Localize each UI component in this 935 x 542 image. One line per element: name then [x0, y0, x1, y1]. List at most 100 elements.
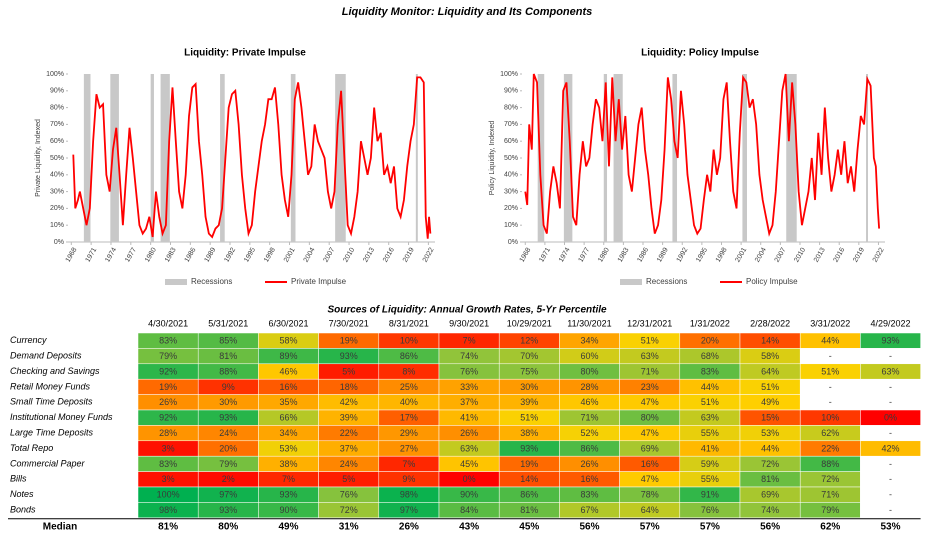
- cell-value: 14%: [761, 336, 779, 346]
- chart-title: Liquidity: Policy Impulse: [641, 48, 759, 59]
- line-series: [524, 73, 881, 237]
- cell-value: 40%: [400, 397, 418, 407]
- legend-swatch: [165, 279, 187, 285]
- recession-band: [160, 74, 170, 242]
- x-tick-label: 1980: [144, 247, 158, 264]
- cell-value: 18%: [340, 382, 358, 392]
- cell-value: -: [829, 397, 832, 407]
- y-tick-label: 100%: [500, 71, 518, 78]
- cell-value: 28%: [159, 428, 177, 438]
- cell-value: 53%: [279, 443, 297, 453]
- cell-value: 2%: [222, 474, 235, 484]
- cell-value: 71%: [580, 413, 598, 423]
- cell-value: -: [889, 382, 892, 392]
- legend-swatch: [620, 279, 642, 285]
- x-tick-label: 2013: [813, 247, 827, 264]
- median-value: 49%: [278, 521, 298, 532]
- cell-value: 55%: [701, 474, 719, 484]
- cell-value: -: [889, 351, 892, 361]
- cell-value: 30%: [219, 397, 237, 407]
- y-tick-label: 90%: [50, 88, 64, 95]
- line-series: [72, 76, 432, 239]
- recession-band: [786, 74, 797, 242]
- cell-value: 89%: [279, 351, 297, 361]
- legend-label: Policy Impulse: [746, 277, 798, 286]
- y-tick-label: 0%: [54, 239, 64, 246]
- x-tick-label: 1971: [538, 247, 552, 264]
- cell-value: 78%: [641, 490, 659, 500]
- legend-label: Recessions: [191, 277, 232, 286]
- cell-value: 88%: [821, 459, 839, 469]
- cell-value: 93%: [520, 443, 538, 453]
- row-label: Bonds: [10, 504, 36, 514]
- x-tick-label: 1977: [578, 247, 592, 264]
- cell-value: 80%: [580, 366, 598, 376]
- column-header: 6/30/2021: [268, 318, 308, 328]
- cell-value: 47%: [641, 397, 659, 407]
- column-header: 1/31/2022: [690, 318, 730, 328]
- cell-value: -: [889, 474, 892, 484]
- x-tick-label: 1998: [263, 247, 277, 264]
- cell-value: -: [889, 505, 892, 515]
- recession-band: [150, 74, 154, 242]
- column-header: 8/31/2021: [389, 318, 429, 328]
- x-tick-label: 1986: [184, 247, 198, 264]
- row-label: Currency: [10, 335, 47, 345]
- x-tick-label: 2010: [793, 247, 807, 264]
- cell-value: 5%: [342, 366, 355, 376]
- cell-value: 75%: [520, 366, 538, 376]
- row-label: Institutional Money Funds: [10, 412, 113, 422]
- legend-label: Private Impulse: [291, 277, 347, 286]
- x-tick-label: 2022: [872, 247, 886, 264]
- cell-value: 92%: [159, 366, 177, 376]
- x-tick-label: 1989: [204, 247, 218, 264]
- y-tick-label: 50%: [504, 155, 518, 162]
- cell-value: 38%: [520, 428, 538, 438]
- cell-value: 3%: [162, 474, 175, 484]
- recession-band: [866, 74, 868, 242]
- cell-value: 76%: [340, 490, 358, 500]
- x-tick-label: 1968: [65, 247, 79, 264]
- x-tick-label: 1980: [597, 247, 611, 264]
- cell-value: 24%: [219, 428, 237, 438]
- cell-value: 52%: [580, 428, 598, 438]
- cell-value: 97%: [400, 505, 418, 515]
- row-label: Retail Money Funds: [10, 381, 91, 391]
- cell-value: 63%: [460, 443, 478, 453]
- cell-value: 47%: [641, 474, 659, 484]
- cell-value: 34%: [580, 336, 598, 346]
- x-tick-label: 1986: [636, 247, 650, 264]
- cell-value: 17%: [400, 413, 418, 423]
- y-axis-label: Private Liquidity, Indexed: [35, 119, 42, 197]
- cell-value: 42%: [881, 443, 899, 453]
- table-title: Sources of Liquidity: Annual Growth Rate…: [327, 305, 607, 316]
- x-tick-label: 1968: [519, 247, 533, 264]
- x-tick-label: 2004: [303, 247, 317, 264]
- x-tick-label: 1998: [715, 247, 729, 264]
- column-header: 7/30/2021: [329, 318, 369, 328]
- cell-value: 19%: [340, 336, 358, 346]
- cell-value: 72%: [761, 459, 779, 469]
- cell-value: 45%: [460, 459, 478, 469]
- cell-value: 64%: [761, 366, 779, 376]
- cell-value: 93%: [279, 490, 297, 500]
- median-value: 31%: [339, 521, 359, 532]
- column-header: 3/31/2022: [810, 318, 850, 328]
- cell-value: 98%: [159, 505, 177, 515]
- cell-value: 23%: [641, 382, 659, 392]
- x-tick-label: 2016: [382, 247, 396, 264]
- cell-value: 51%: [701, 397, 719, 407]
- cell-value: 7%: [282, 474, 295, 484]
- y-tick-label: 40%: [504, 172, 518, 179]
- cell-value: 74%: [761, 505, 779, 515]
- row-label: Demand Deposits: [10, 350, 82, 360]
- cell-value: 72%: [340, 505, 358, 515]
- cell-value: 62%: [821, 428, 839, 438]
- y-tick-label: 0%: [508, 239, 518, 246]
- y-tick-label: 60%: [50, 138, 64, 145]
- cell-value: 51%: [520, 413, 538, 423]
- recession-band: [672, 74, 678, 242]
- median-value: 81%: [158, 521, 178, 532]
- median-value: 45%: [519, 521, 539, 532]
